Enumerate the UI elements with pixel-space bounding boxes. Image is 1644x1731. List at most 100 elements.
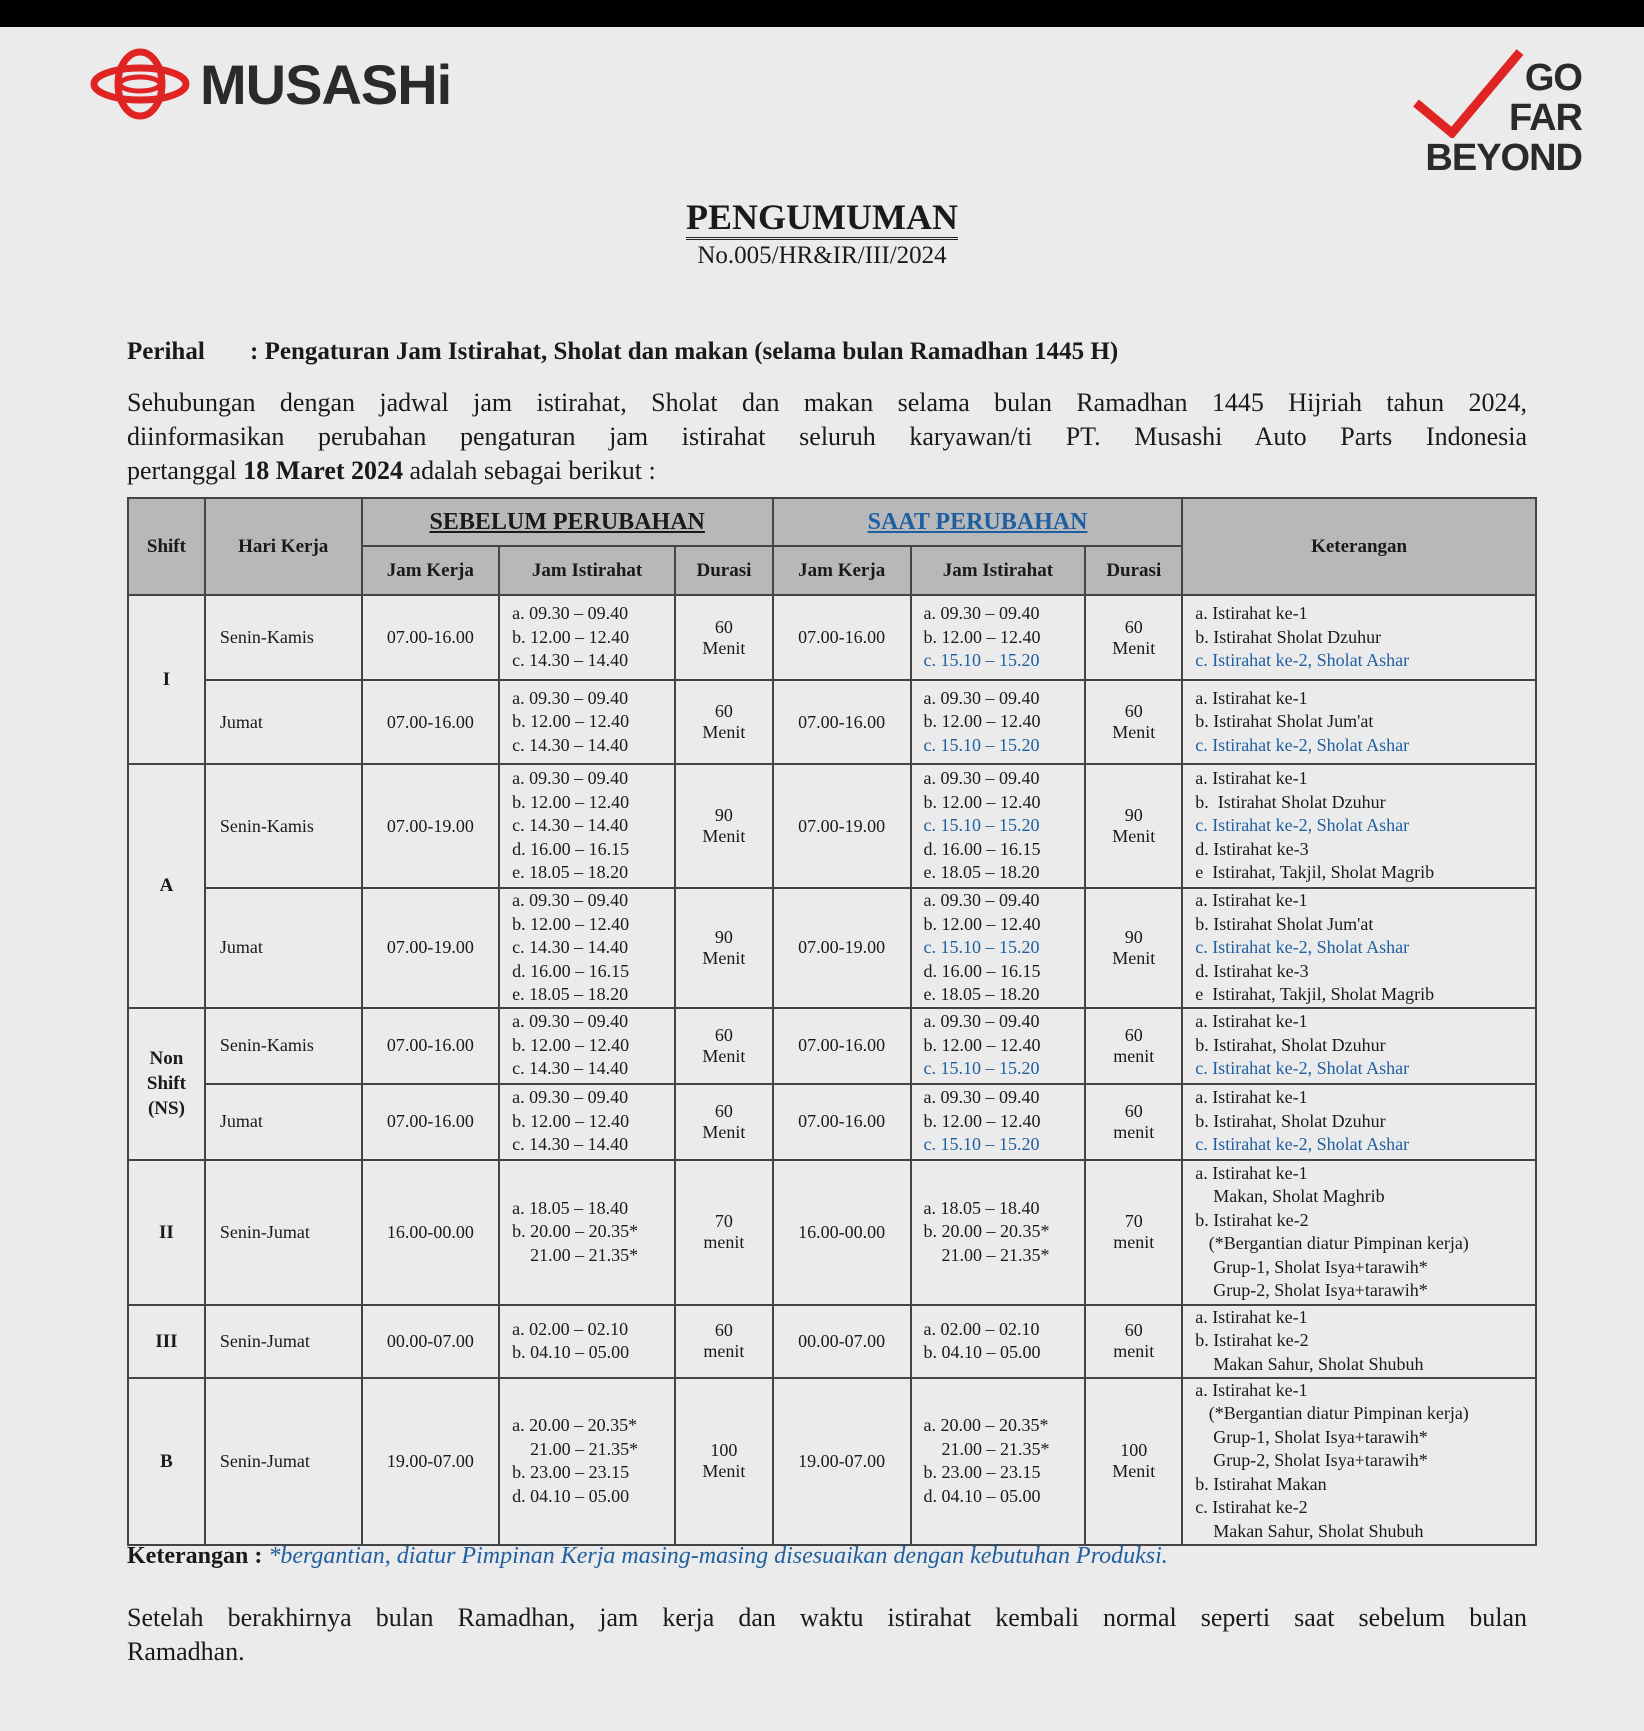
hari-kerja-cell: Senin-Kamis: [203, 594, 363, 681]
line: c. 14.30 – 14.40: [512, 650, 629, 671]
header-hari-kerja: Hari Kerja: [203, 497, 363, 596]
line: 21.00 – 21.35*: [923, 1244, 1050, 1265]
table-row: Jumat 07.00-16.00 a. 09.30 – 09.40 b. 12.00…: [128, 679, 1537, 765]
header-jam-kerja-before: Jam Kerja: [360, 545, 501, 596]
jam-istirahat-before-cell: a. 02.00 – 02.10 b. 04.10 – 05.00: [498, 1303, 677, 1379]
hari-kerja-cell: Senin-Jumat: [203, 1376, 363, 1546]
line: b. Istirahat Sholat Jum'at: [1195, 913, 1374, 934]
line: Grup-1, Sholat Isya+tarawih*: [1195, 1256, 1428, 1277]
line: a. 18.05 – 18.40: [923, 1197, 1040, 1218]
line: c. Istirahat ke-2, Sholat Ashar: [1195, 1134, 1410, 1155]
line: b. Istirahat Makan: [1195, 1473, 1327, 1494]
line: d. 04.10 – 05.00: [923, 1485, 1041, 1506]
line: b. 23.00 – 23.15: [512, 1462, 630, 1482]
line: a. 18.05 – 18.40: [512, 1197, 629, 1218]
line: a. Istirahat ke-1: [1195, 603, 1308, 624]
jam-istirahat-after-cell: a. 20.00 – 20.35* 21.00 – 21.35* b. 23.00…: [909, 1376, 1087, 1546]
line: b. 12.00 – 12.40: [512, 626, 630, 647]
jam-kerja-after-cell: 00.00-07.00: [771, 1303, 912, 1379]
line: Makan, Sholat Maghrib: [1195, 1186, 1385, 1206]
line: Grup-2, Sholat Isya+tarawih*: [1195, 1280, 1428, 1300]
jam-istirahat-after-cell: a. 02.00 – 02.10 b. 04.10 – 05.00: [909, 1303, 1087, 1379]
line: a. Istirahat ke-1: [1195, 768, 1308, 789]
intro-line-3: pertanggal 18 Maret 2024 adalah sebagai …: [127, 454, 1527, 488]
intro-line-2: diinformasikan perubahan pengaturan jam …: [127, 422, 1527, 451]
line: a. 09.30 – 09.40: [923, 768, 1040, 789]
line: d. 16.00 – 16.15: [512, 960, 630, 981]
shift-cell: III: [127, 1303, 206, 1379]
jam-kerja-before-cell: 07.00-19.00: [360, 887, 501, 1009]
line: a. Istirahat ke-1: [1195, 890, 1308, 910]
keterangan-cell: a. Istirahat ke-1 (*Bergantian diatur Pi…: [1181, 1376, 1537, 1546]
shift-cell: II: [127, 1158, 206, 1306]
table-row: I Senin-Kamis 07.00-16.00 a. 09.30 – 09.40 b…: [127, 594, 1537, 765]
jam-istirahat-after-cell: a. 09.30 – 09.40 b. 12.00 – 12.40 c. 15.10…: [909, 887, 1087, 1009]
line: a. 09.30 – 09.40: [923, 603, 1040, 624]
line: c. 15.10 – 15.20: [923, 1134, 1040, 1155]
line: d. 16.00 – 16.15: [923, 960, 1041, 981]
line: a. Istirahat ke-1: [1195, 1087, 1308, 1108]
footnote: Keterangan : *bergantian, diatur Pimpina…: [127, 1543, 1168, 1570]
table-row: III Senin-Jumat 00.00-07.00 a. 02.00 – 02.1…: [127, 1303, 1537, 1379]
page-title: PENGUMUMAN: [0, 196, 1644, 240]
slogan-beyond: BEYOND: [1425, 137, 1583, 179]
footnote-text: *bergantian, diatur Pimpinan Kerja masin…: [268, 1543, 1168, 1569]
line: d. 04.10 – 05.00: [512, 1485, 630, 1506]
line: b. 20.00 – 20.35*: [923, 1221, 1050, 1242]
header-jam-istirahat-before: Jam Istirahat: [498, 545, 677, 596]
keterangan-cell: a. Istirahat ke-1 b. Istirahat Sholat Dzu…: [1181, 594, 1537, 681]
page-title-text: PENGUMUMAN: [686, 197, 958, 240]
line: c. Istirahat ke-2: [1195, 1497, 1308, 1518]
table-row: II Senin-Jumat 16.00-00.00 a. 18.05 – 18.40…: [127, 1158, 1537, 1306]
jam-istirahat-before-cell: a. 09.30 – 09.40 b. 12.00 – 12.40 c. 14.30…: [498, 679, 677, 765]
header-before-text: SEBELUM PERUBAHAN: [429, 508, 705, 535]
hari-kerja-cell: Senin-Jumat: [203, 1158, 363, 1306]
intro-date: 18 Maret 2024: [243, 456, 404, 485]
line: c. 14.30 – 14.40: [512, 1134, 629, 1155]
line: a. 09.30 – 09.40: [923, 687, 1040, 708]
durasi-after-cell: 90 Menit: [1084, 887, 1184, 1009]
line: 21.00 – 21.35*: [923, 1438, 1050, 1459]
line: (*Bergantian diatur Pimpinan kerja): [1195, 1403, 1469, 1424]
keterangan-cell: a. Istirahat ke-1 b. Istirahat ke-2 Makan…: [1181, 1303, 1537, 1379]
line: (*Bergantian diatur Pimpinan kerja): [1195, 1233, 1469, 1253]
line: b. Istirahat Sholat Dzuhur: [1195, 626, 1382, 647]
line: a. Istirahat ke-1: [1195, 1162, 1308, 1183]
line: e. 18.05 – 18.20: [923, 862, 1040, 883]
line: c. Istirahat ke-2, Sholat Ashar: [1195, 1058, 1410, 1079]
hari-kerja-cell: Jumat: [203, 887, 363, 1009]
line: b. 12.00 – 12.40: [512, 711, 630, 732]
jam-kerja-before-cell: 07.00-16.00: [360, 1006, 501, 1085]
jam-istirahat-after-cell: a. 09.30 – 09.40 b. 12.00 – 12.40 c. 15.10…: [909, 1082, 1087, 1161]
line: a. 02.00 – 02.10: [512, 1318, 629, 1339]
line: b. 04.10 – 05.00: [512, 1342, 630, 1362]
durasi-before-cell: 70 menit: [674, 1158, 774, 1306]
durasi-before-cell: 100 Menit: [674, 1376, 774, 1546]
intro-pre: pertanggal: [127, 456, 244, 485]
line: e. 18.05 – 18.20: [512, 862, 629, 883]
intro-line-1: Sehubungan dengan jadwal jam istirahat, …: [127, 388, 1527, 417]
jam-kerja-after-cell: 07.00-16.00: [771, 1006, 912, 1085]
line: c. Istirahat ke-2, Sholat Ashar: [1195, 734, 1410, 755]
table-row: Jumat 07.00-16.00 a. 09.30 – 09.40 b. 12.00…: [128, 1082, 1537, 1161]
shift-cell: B: [127, 1376, 206, 1546]
hari-kerja-cell: Senin-Kamis: [203, 763, 363, 889]
line: e. 18.05 – 18.20: [923, 984, 1040, 1004]
jam-kerja-after-cell: 07.00-16.00: [771, 594, 912, 681]
table-row: A Senin-Kamis 07.00-19.00 a. 09.30 – 09.40 b…: [127, 763, 1537, 1009]
jam-istirahat-after-cell: a. 18.05 – 18.40 b. 20.00 – 20.35* 21.00 …: [909, 1158, 1087, 1306]
line: d. 16.00 – 16.15: [512, 838, 630, 859]
jam-istirahat-before-cell: a. 09.30 – 09.40 b. 12.00 – 12.40 c. 14.30…: [498, 763, 677, 889]
line: a. 09.30 – 09.40: [512, 890, 629, 910]
schedule-table: Shift Hari Kerja SEBELUM PERUBAHAN SAAT …: [127, 497, 1537, 1546]
durasi-before-cell: 60 Menit: [674, 1006, 774, 1085]
jam-kerja-before-cell: 07.00-16.00: [360, 1082, 501, 1161]
line: e Istirahat, Takjil, Sholat Magrib: [1195, 862, 1435, 883]
jam-kerja-before-cell: 07.00-19.00: [360, 763, 501, 889]
line: a. 09.30 – 09.40: [923, 1011, 1040, 1032]
durasi-before-cell: 60 menit: [674, 1303, 774, 1379]
durasi-after-cell: 60 Menit: [1084, 594, 1184, 681]
line: b. 12.00 – 12.40: [923, 791, 1041, 812]
durasi-before-cell: 90 Menit: [674, 763, 774, 889]
durasi-after-cell: 70 menit: [1084, 1158, 1184, 1306]
